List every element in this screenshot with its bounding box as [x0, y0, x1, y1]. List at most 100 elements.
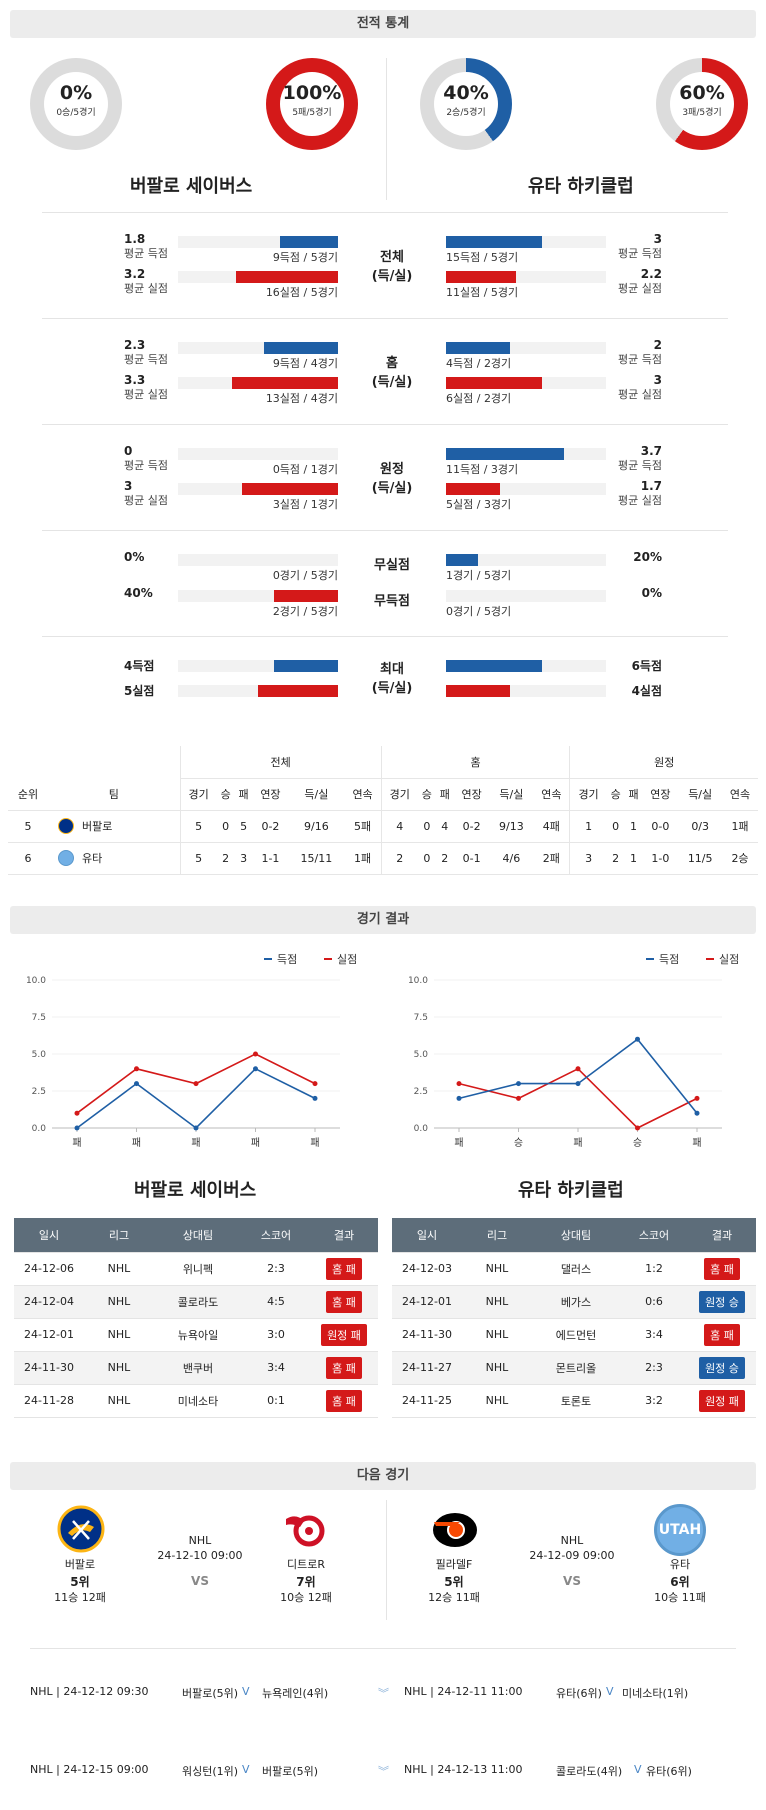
next-left-vs: VS [191, 1574, 209, 1588]
divider [42, 212, 728, 213]
table-cell: 2패 [533, 842, 571, 875]
table-cell: 24-11-30 [14, 1351, 84, 1385]
table-cell: 5 [180, 842, 217, 875]
x-tick-label: 승 [514, 1137, 523, 1149]
table-cell: 24-11-28 [14, 1384, 84, 1418]
result-badge: 홈 패 [326, 1356, 362, 1379]
y-tick-label: 7.5 [32, 1013, 46, 1023]
stat-right-value: 2 [653, 338, 662, 352]
upcoming-right-info[interactable]: NHL | 24-12-11 11:00 [404, 1685, 523, 1698]
stat-right-value: 1.7 [640, 479, 662, 493]
divider [386, 1500, 387, 1620]
table-cell: 1패 [722, 810, 758, 843]
shutout-left-value: 0% [124, 550, 145, 564]
column-header: 결과 [688, 1218, 756, 1253]
recent-games-right: 일시 리그 상대팀 스코어 결과 24-12-03 NHL 댈러스 1:2 홈 패 24-12-01… [392, 1218, 756, 1418]
table-cell: 3:4 [242, 1351, 310, 1385]
max-left-bar [258, 685, 338, 697]
stat-right-bar-label: 11득점 / 3경기 [446, 463, 519, 476]
results-charts: 득점 실점 10.0 7.5 5.0 2.5 0.0 패 패 패 패 패 득점 실점 10.0 7.5 5.0 2… [26, 953, 739, 1149]
table-cell: 4/6 [489, 842, 534, 875]
y-tick-label: 2.5 [32, 1087, 46, 1097]
table-cell: 24-12-06 [14, 1252, 84, 1286]
upcoming-right-info[interactable]: NHL | 24-12-13 11:00 [404, 1763, 523, 1776]
upcoming-left-vs: V [242, 1763, 250, 1776]
y-tick-label: 5.0 [32, 1050, 47, 1060]
data-point-concede [312, 1081, 318, 1087]
stat-right-bar [446, 342, 510, 354]
flyers-logo-icon [433, 1513, 477, 1547]
data-point-score [694, 1110, 700, 1116]
table-cell: 24-11-25 [392, 1384, 462, 1418]
stat-left-value: 3.2 [124, 267, 146, 281]
upcoming-left-info[interactable]: NHL | 24-12-15 09:00 [30, 1763, 149, 1776]
table-cell: 1패 [344, 842, 382, 875]
column-header: 상대팀 [154, 1218, 242, 1253]
next-left-league: NHL [188, 1534, 212, 1547]
next-right-home-name: 필라델F [435, 1558, 473, 1571]
donut-right-win: 40% 2승/5경기 [420, 58, 512, 150]
divider [42, 424, 728, 425]
team-cell: 버팔로 [48, 810, 181, 843]
double-chevron-down-icon[interactable]: ︾ [378, 1687, 389, 1700]
stat-right-value: 3 [653, 373, 662, 387]
column-header: 연속 [344, 778, 382, 811]
data-point-concede [134, 1066, 139, 1072]
stat-right-value: 3 [653, 232, 662, 246]
standings-header-row: 순위 팀 경기 승 패 연장 득/실 연속 경기 승 패 연장 득/실 연속 경기 승 패 연장 득/실 연속 [8, 778, 758, 811]
max-right-bar [446, 685, 510, 697]
table-row: 24-11-30 NHL 밴쿠버 3:4 홈 패 [14, 1351, 378, 1385]
series-line-score [458, 1038, 698, 1114]
table-cell: NHL [84, 1285, 154, 1319]
recent-games-left: 일시 리그 상대팀 스코어 결과 24-12-06 NHL 위니펙 2:3 홈 패 24-12-04… [14, 1218, 378, 1418]
y-tick-label: 7.5 [414, 1013, 428, 1023]
table-cell: 0-1 [453, 842, 490, 875]
next-right-away-record: 10승 11패 [654, 1591, 706, 1604]
upcoming-left-info[interactable]: NHL | 24-12-12 09:30 [30, 1685, 149, 1698]
table-cell: 1 [624, 810, 643, 843]
next-right-home-rank: 5위 [444, 1575, 464, 1589]
y-tick-label: 0.0 [32, 1124, 47, 1134]
next-right-away-rank: 6위 [670, 1575, 690, 1589]
data-point-concede [575, 1066, 581, 1072]
series-line-score [76, 1067, 316, 1130]
upcoming-right-vs: V [634, 1763, 642, 1776]
table-cell: 0 [417, 810, 436, 843]
shutout-left-bar-label: 2경기 / 5경기 [272, 605, 338, 618]
column-header: 승 [606, 778, 625, 811]
column-header: 스코어 [620, 1218, 688, 1253]
shutout-left-bar-label: 0경기 / 5경기 [272, 569, 338, 582]
games-header-row: 일시 리그 상대팀 스코어 결과 [14, 1218, 378, 1253]
stat-left-label: 평균 득점 [124, 459, 168, 472]
table-cell: 에드먼턴 [532, 1318, 620, 1352]
table-cell: 2 [606, 842, 625, 875]
shutout-right-value: 20% [633, 550, 662, 564]
data-point-score [253, 1066, 258, 1072]
data-point-score [456, 1095, 462, 1101]
table-cell: 1 [624, 842, 643, 875]
stat-left-bar [264, 342, 338, 354]
result-badge: 원정 승 [699, 1356, 745, 1379]
column-header: 득/실 [489, 778, 534, 811]
column-header: 경기 [180, 778, 217, 811]
shutout-right-bar-label: 1경기 / 5경기 [446, 569, 512, 582]
stat-left-value: 1.8 [124, 232, 146, 246]
donut-left-loss: 100% 5패/5경기 [266, 58, 358, 150]
y-tick-label: 2.5 [414, 1087, 428, 1097]
column-header: 승 [216, 778, 235, 811]
table-row: 6 유타 5 2 3 1-1 15/11 1패 2 0 2 0-1 4/6 2패 3 2 1 1-0 11/5 2승 [8, 842, 758, 875]
double-chevron-down-icon[interactable]: ︾ [378, 1765, 389, 1778]
stat-right-bar-label: 4득점 / 2경기 [446, 357, 512, 370]
legend-label-concede: 실점 [719, 953, 739, 966]
data-point-concede [456, 1081, 462, 1087]
result-cell: 홈 패 [688, 1318, 756, 1352]
result-cell: 원정 승 [688, 1351, 756, 1385]
donut-sub: 0승/5경기 [56, 108, 96, 118]
stat-left-value: 3 [124, 479, 133, 493]
upcoming-left-home: 워싱턴(1위) [182, 1765, 239, 1778]
table-cell: 2승 [722, 842, 758, 875]
team-name-right: 유타 하키클럽 [528, 176, 634, 197]
max-right-value: 4실점 [631, 684, 662, 698]
table-cell: NHL [462, 1351, 532, 1385]
stat-left-label: 평균 실점 [124, 282, 168, 295]
